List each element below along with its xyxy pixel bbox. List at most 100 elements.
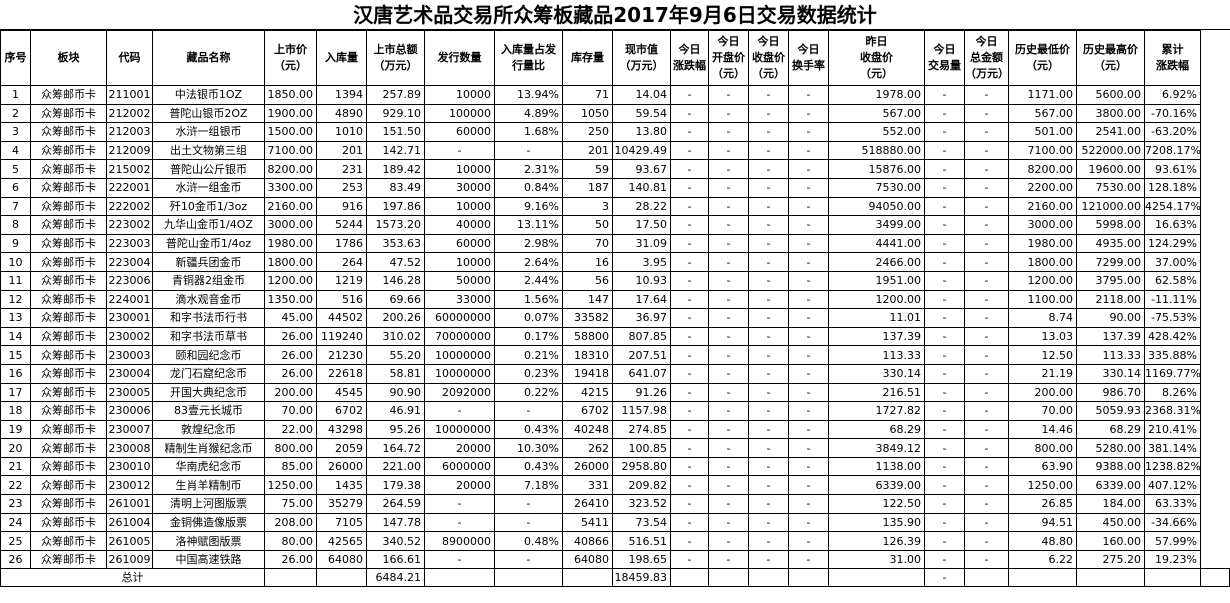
- table-cell: 5244: [316, 215, 367, 235]
- table-cell: 1250.00: [1008, 475, 1077, 496]
- table-cell: 224001: [106, 289, 153, 310]
- table-cell: 212009: [106, 140, 153, 161]
- table-cell: 2.44%: [494, 270, 563, 291]
- table-cell: 水浒一组银币: [152, 122, 265, 142]
- total-cell: [708, 568, 749, 588]
- table-cell: 1786: [316, 233, 367, 254]
- table-cell: -: [924, 456, 965, 477]
- table-cell: 2541.00: [1076, 122, 1145, 142]
- table-cell: 众筹邮币卡: [30, 308, 107, 328]
- column-header-line: 涨跌幅: [673, 59, 706, 72]
- table-cell: -: [924, 475, 965, 496]
- table-cell: 3795.00: [1076, 270, 1145, 291]
- table-cell: 184.00: [1076, 494, 1145, 514]
- table-cell: 众筹邮币卡: [30, 456, 107, 477]
- table-cell: 8.74: [1008, 308, 1077, 328]
- table-cell: 91.26: [612, 382, 671, 403]
- column-header-line: 历史最高价: [1083, 43, 1138, 56]
- column-header: 今日 开盘价 （元）: [708, 30, 749, 86]
- table-cell: 257.89: [366, 85, 425, 105]
- table-cell: 261001: [106, 494, 153, 514]
- table-cell: -: [788, 289, 829, 310]
- total-cell: [1008, 568, 1077, 588]
- table-cell: -: [924, 177, 965, 198]
- table-cell: 4.89%: [494, 103, 563, 124]
- table-cell: 47.52: [366, 252, 425, 272]
- table-cell: -: [924, 326, 965, 347]
- table-cell: -: [670, 140, 709, 161]
- table-cell: 40000: [424, 215, 495, 235]
- table-cell: 0.84%: [494, 177, 563, 198]
- table-cell: -: [748, 270, 789, 291]
- table-cell: 2200.00: [1008, 177, 1077, 198]
- table-cell: -: [424, 512, 495, 533]
- table-cell: 2160.00: [264, 196, 317, 217]
- column-header-line: 累计: [1161, 43, 1184, 56]
- table-cell: 4935.00: [1076, 233, 1145, 254]
- table-cell: 2.98%: [494, 233, 563, 254]
- column-header: 代码: [106, 30, 153, 86]
- table-cell: -: [924, 419, 965, 440]
- total-cell: [424, 568, 495, 588]
- table-cell: 222001: [106, 177, 153, 198]
- table-cell: 516.51: [612, 531, 671, 551]
- column-header-line: （元）: [712, 67, 745, 80]
- table-cell: 12: [0, 289, 31, 310]
- total-cell: [316, 568, 367, 588]
- table-cell: 40248: [562, 419, 613, 440]
- table-cell: 230002: [106, 326, 153, 347]
- table-cell: 261004: [106, 512, 153, 533]
- table-row: 4 众筹邮币卡 212009 出土文物第三组 7100.00 201 142.71- -201…: [0, 140, 1230, 161]
- table-cell: -: [424, 549, 495, 570]
- table-cell: 93.61%: [1144, 159, 1201, 179]
- table-cell: 223006: [106, 270, 153, 291]
- table-cell: 124.29%: [1144, 233, 1201, 254]
- table-row: 25 众筹邮币卡 261005 洛神赋图版票 80.00 42565 340.52 89000…: [0, 531, 1230, 551]
- table-row: 19 众筹邮币卡 230007 敦煌纪念币 22.00 43298 95.26 1000000…: [0, 419, 1230, 440]
- table-cell: 洛神赋图版票: [152, 531, 265, 551]
- column-header-line: 发行数量: [437, 51, 482, 64]
- column-header-line: 收盘价: [860, 51, 893, 64]
- table-cell: 新疆兵团金币: [152, 252, 265, 272]
- table-cell: 1900.00: [264, 103, 317, 124]
- table-cell: 1: [0, 85, 31, 105]
- table-cell: -: [964, 326, 1009, 347]
- table-cell: 19: [0, 419, 31, 440]
- table-cell: 6702: [316, 401, 367, 421]
- table-cell: -: [708, 531, 749, 551]
- table-cell: 56: [562, 270, 613, 291]
- table-cell: 147: [562, 289, 613, 310]
- table-cell: -: [788, 363, 829, 384]
- table-row: 24 众筹邮币卡 261004 金铜佛造像版票 208.00 7105 147.78- -54…: [0, 512, 1230, 533]
- column-header-line: 今日: [797, 43, 820, 56]
- table-cell: 59: [562, 159, 613, 179]
- table-cell: -: [708, 308, 749, 328]
- table-cell: 230001: [106, 308, 153, 328]
- table-cell: 普陀山公斤银币: [152, 159, 265, 179]
- table-cell: 21.19: [1008, 363, 1077, 384]
- table-cell: -: [924, 531, 965, 551]
- table-cell: -: [670, 382, 709, 403]
- table-cell: 5998.00: [1076, 215, 1145, 235]
- column-header: 板块: [30, 30, 107, 86]
- table-cell: 众筹邮币卡: [30, 494, 107, 514]
- table-cell: 1800.00: [264, 252, 317, 272]
- total-cell: -: [924, 568, 965, 588]
- table-cell: 60000000: [424, 308, 495, 328]
- table-cell: 916: [316, 196, 367, 217]
- table-cell: 6000000: [424, 456, 495, 477]
- table-cell: -: [788, 215, 829, 235]
- table-cell: 210.41%: [1144, 419, 1201, 440]
- table-cell: 众筹邮币卡: [30, 196, 107, 217]
- table-cell: -: [924, 140, 965, 161]
- table-cell: -: [748, 382, 789, 403]
- table-cell: 0.43%: [494, 456, 563, 477]
- table-cell: 4: [0, 140, 31, 161]
- table-cell: -: [924, 215, 965, 235]
- table-cell: -: [708, 85, 749, 105]
- table-cell: 140.81: [612, 177, 671, 198]
- total-cell: [264, 568, 317, 588]
- table-cell: 1500.00: [264, 122, 317, 142]
- table-cell: 3000.00: [1008, 215, 1077, 235]
